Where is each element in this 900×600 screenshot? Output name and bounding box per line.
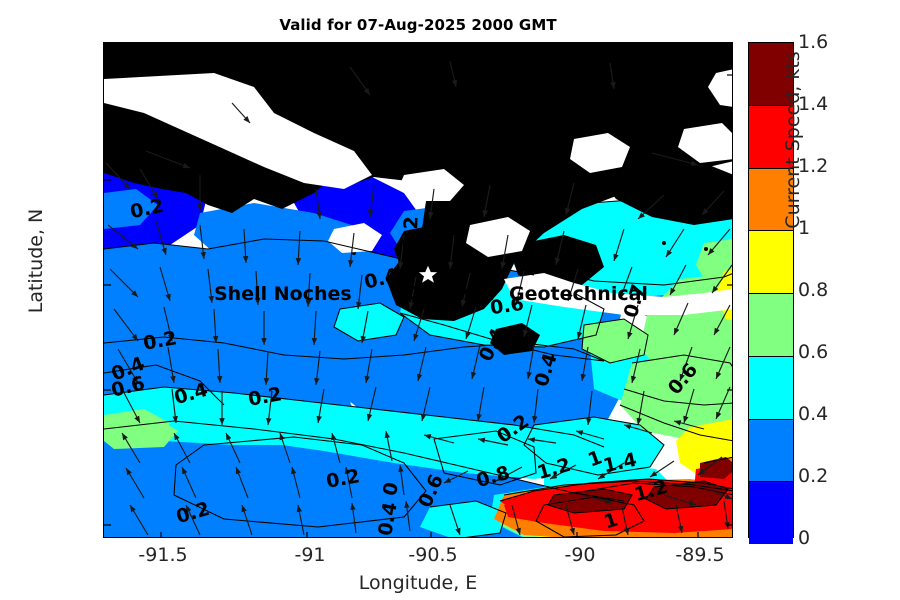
current-vectors: [105, 60, 732, 536]
figure-title: Valid for 07-Aug-2025 2000 GMT: [279, 16, 557, 34]
x-tick-label: -90: [564, 544, 596, 566]
colorbar-tick-label: 0.4: [798, 403, 829, 425]
colorbar-tick-label: 0.8: [798, 279, 829, 301]
x-tick-label: -91: [294, 544, 326, 566]
colorbar-band: [749, 293, 793, 356]
contour-lines: [104, 198, 732, 537]
map-canvas: [104, 43, 732, 537]
colorbar-label: Current Speed, kts: [782, 51, 804, 229]
colorbar-band: [749, 481, 793, 544]
colorbar-band: [749, 43, 793, 105]
contour-label: 0.2: [399, 215, 423, 251]
colorbar-band: [749, 104, 793, 168]
colorbar-tick-label: 1.4: [798, 93, 829, 115]
colorbar-band: [749, 418, 793, 482]
x-tick-label: -90.5: [408, 544, 458, 566]
colorbar-tick-label: 1.2: [798, 155, 829, 177]
y-axis-label: Latitude, N: [25, 208, 47, 314]
colorbar-tick-label: 0.6: [798, 341, 829, 363]
colorbar-tick-label: 1.6: [798, 31, 829, 53]
colorbar-tick-label: 1: [798, 217, 811, 239]
colorbar-tick-labels: 1.6 1.4 1.2 1 0.8 0.6 0.4 0.2 0: [798, 31, 858, 549]
x-axis-label: Longitude, E: [358, 572, 478, 594]
colorbar-band: [749, 167, 793, 231]
colorbar-band: [749, 230, 793, 293]
colorbar-band: [749, 355, 793, 419]
land-cutouts: [104, 69, 732, 315]
x-tick-label: -89.5: [675, 544, 725, 566]
star-marker: [415, 262, 441, 287]
contour-label: 0.6: [488, 292, 526, 320]
colorbar[interactable]: [748, 42, 794, 544]
tick-marks: [104, 43, 732, 537]
map-plot-area[interactable]: 0.2 0.4 0.2 0.4 0.6 0.7 0.2 0.4 0.6 0.4 0.2 0.4 0.4 0…: [103, 42, 733, 538]
colorbar-tick-label: 0.2: [798, 465, 829, 487]
x-tick-label: -91.5: [138, 544, 188, 566]
colorbar-tick-label: 0: [798, 527, 811, 549]
